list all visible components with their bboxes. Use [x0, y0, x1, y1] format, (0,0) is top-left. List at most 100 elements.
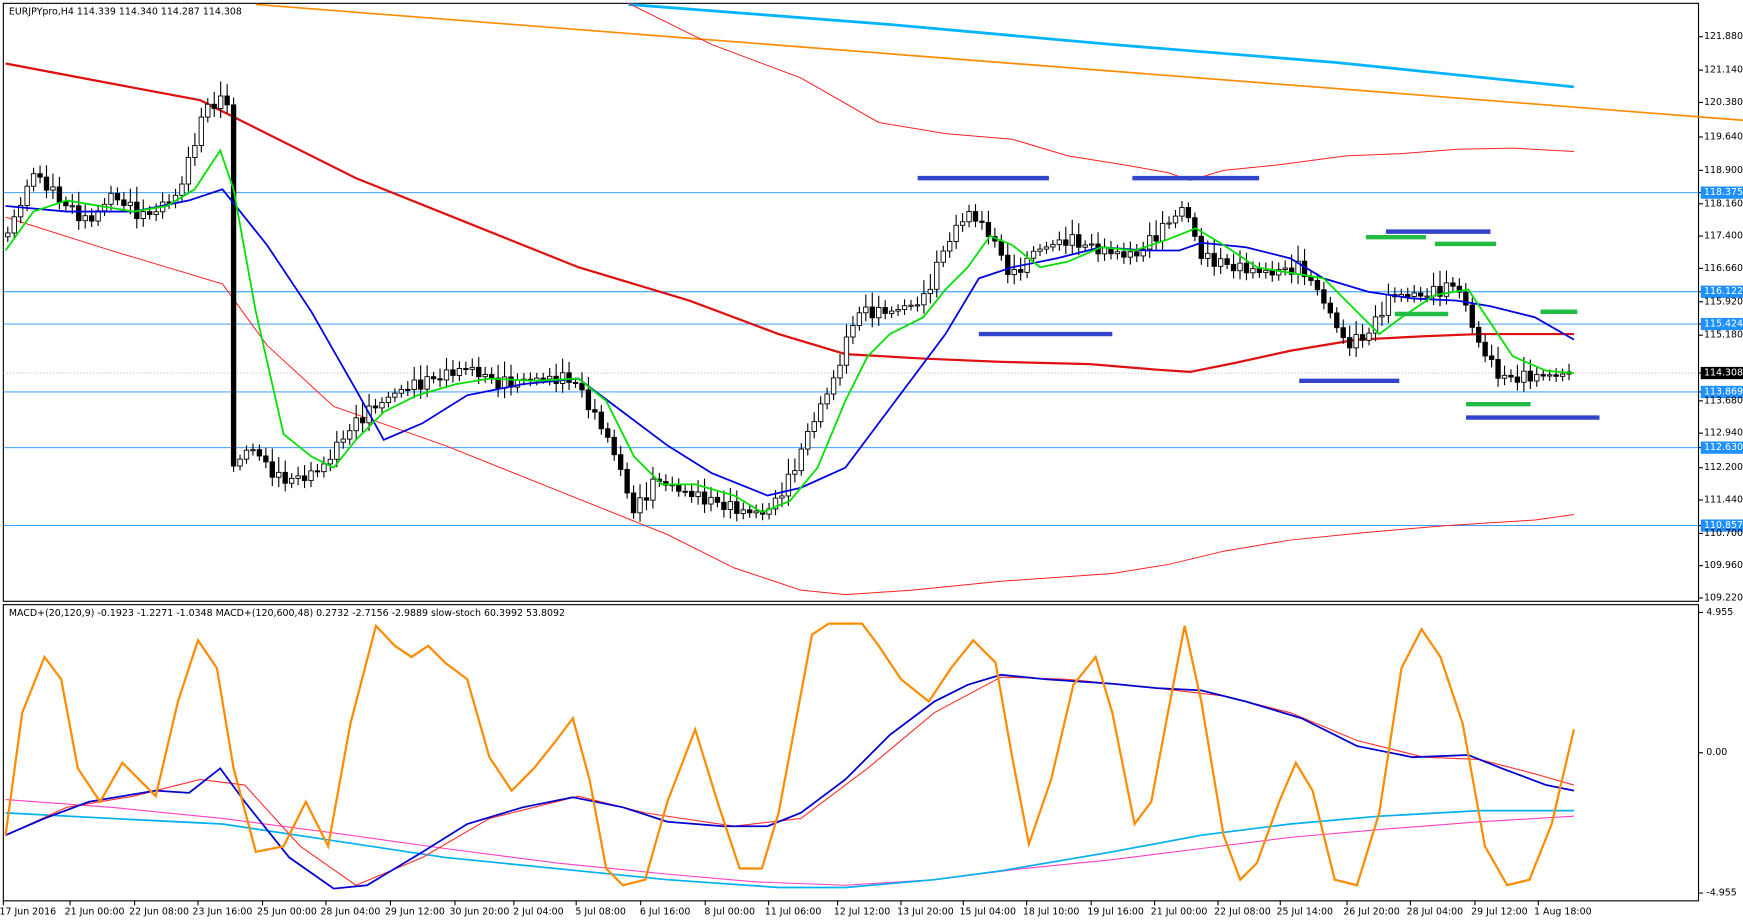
candle [1205, 252, 1211, 259]
candle [5, 232, 11, 238]
candle [843, 336, 850, 366]
time-label: 12 Jul 12:00 [834, 906, 891, 917]
candle [224, 95, 230, 106]
candle [185, 157, 192, 185]
orange-trend [255, 3, 1743, 122]
price-label: 110.857 [1704, 520, 1743, 531]
candle [1063, 239, 1069, 246]
candle [250, 449, 256, 452]
candle [1153, 235, 1159, 242]
levels [3, 192, 1699, 527]
candle [1443, 282, 1450, 297]
candle [1037, 248, 1043, 252]
candle [437, 378, 443, 381]
signal-line [5, 676, 1575, 886]
candle [1121, 251, 1127, 258]
candle [727, 501, 734, 510]
candle [1482, 341, 1488, 357]
candle [211, 103, 217, 109]
candle [721, 501, 727, 510]
candle [18, 204, 24, 218]
candle [1437, 285, 1443, 297]
candle [1069, 234, 1075, 246]
price-label: 112.200 [1704, 462, 1743, 473]
candle [682, 490, 688, 493]
candle [1379, 314, 1385, 318]
candle [1405, 293, 1411, 297]
candle [153, 211, 159, 215]
green-ma [4, 148, 1574, 514]
candle [398, 388, 404, 394]
candle [37, 173, 43, 178]
candle [50, 186, 56, 191]
candle [301, 475, 308, 481]
candle [1553, 374, 1559, 377]
candle [747, 509, 753, 514]
candle [450, 369, 456, 376]
candle [1372, 316, 1379, 334]
candle [1488, 355, 1495, 360]
candle [418, 379, 424, 390]
indicator-label: 4.955 [1706, 607, 1733, 618]
candle [792, 470, 798, 475]
candle [1353, 334, 1359, 349]
candle [314, 470, 321, 473]
candle [76, 205, 82, 222]
candle [1030, 250, 1037, 259]
candle [572, 381, 579, 384]
candle [624, 468, 630, 494]
candle [256, 449, 263, 457]
candle [295, 475, 301, 479]
candle [959, 221, 966, 226]
candle [140, 211, 146, 219]
candle [566, 372, 572, 383]
candle [385, 396, 392, 404]
time-label: 2 Jul 04:00 [513, 906, 564, 917]
candle [11, 216, 17, 234]
candle [269, 461, 275, 478]
candle [1166, 222, 1172, 225]
candle [598, 411, 604, 430]
candle [1211, 252, 1217, 267]
candle [734, 501, 740, 514]
candle [456, 368, 463, 376]
candle [411, 379, 417, 391]
candle [276, 471, 282, 478]
candle [205, 103, 211, 118]
candle [850, 325, 856, 338]
blue-ma [5, 188, 1575, 497]
price-label: 118.160 [1704, 198, 1743, 209]
candle [1314, 280, 1321, 291]
candle [940, 250, 946, 263]
candle [688, 490, 695, 497]
candle [1076, 234, 1082, 248]
candle [979, 220, 985, 223]
candle [1282, 267, 1288, 270]
indicator-label: 0.00 [1706, 747, 1727, 758]
candle [753, 510, 759, 514]
candle [1198, 235, 1204, 259]
candle [1011, 269, 1017, 275]
candle [1456, 285, 1463, 293]
price-box [1700, 186, 1743, 199]
candle [1088, 243, 1095, 246]
candle [482, 374, 488, 378]
price-box [1700, 285, 1743, 298]
price-label: 115.180 [1704, 330, 1743, 341]
candle [1082, 244, 1088, 248]
candle [392, 392, 398, 398]
candle [824, 393, 830, 405]
candle [830, 377, 837, 395]
cyan-ma [628, 3, 1575, 89]
candle [1521, 370, 1527, 383]
candle [1230, 264, 1237, 272]
time-label: 29 Jul 12:00 [1471, 906, 1528, 917]
price-label: 112.940 [1704, 428, 1743, 439]
candle [1243, 262, 1250, 274]
time-label: 25 Jul 14:00 [1276, 906, 1333, 917]
candle [1334, 312, 1340, 329]
price-box [1700, 385, 1743, 399]
candle [424, 376, 430, 390]
candle [1347, 337, 1353, 349]
candle [147, 211, 153, 215]
